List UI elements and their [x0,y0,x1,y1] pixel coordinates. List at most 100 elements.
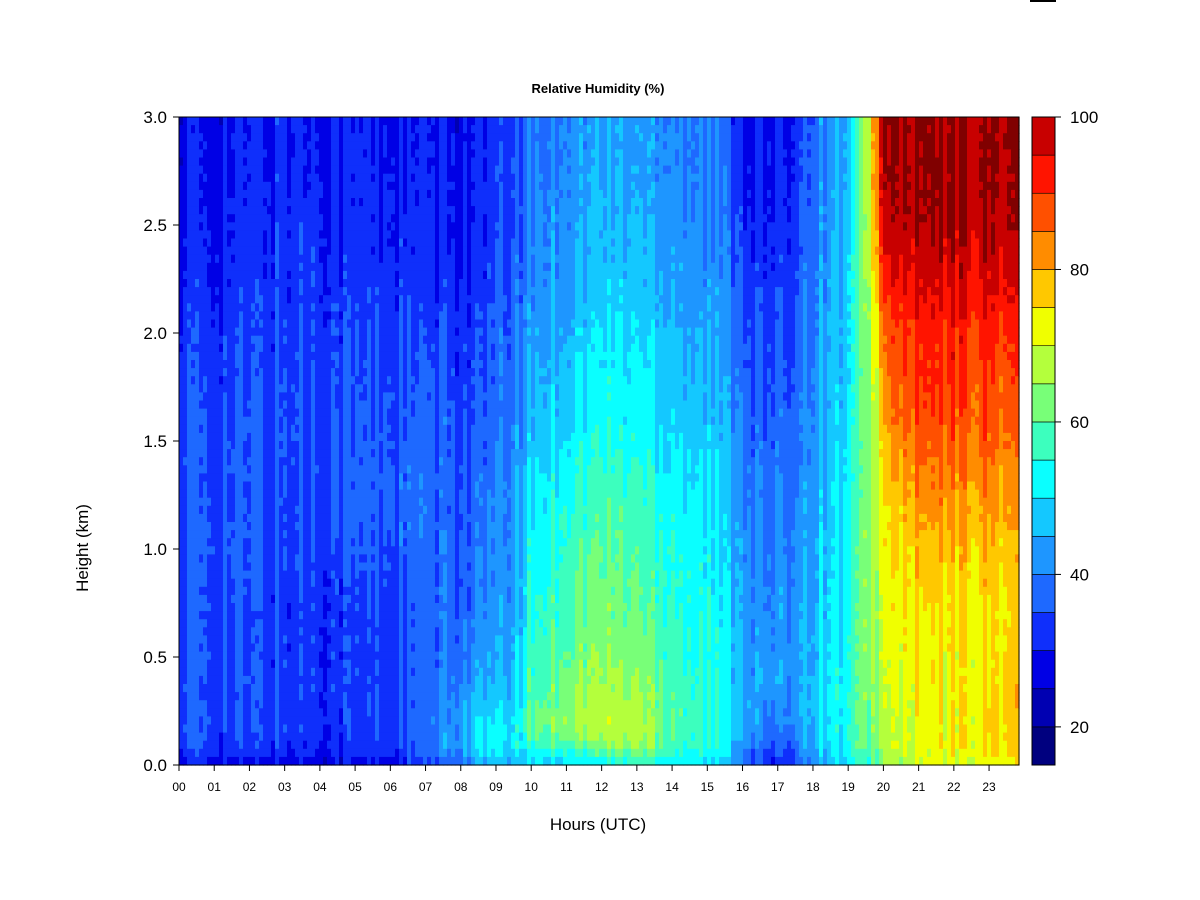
heat-cell [195,141,200,150]
heat-cell [327,133,332,142]
heat-cell [263,449,268,458]
heat-cell [215,271,220,280]
heat-cell [331,676,336,685]
heat-cell [323,449,328,458]
heat-cell [379,708,384,717]
heat-cell [399,587,404,596]
heat-cell [179,506,184,515]
heat-cell [263,190,268,199]
heat-cell [343,368,348,377]
heat-cell [299,392,304,401]
heat-cell [267,482,272,491]
heat-cell [411,344,416,353]
heat-cell [263,279,268,288]
heat-cell [407,336,412,345]
heat-cell [243,190,248,199]
heat-cell [283,708,288,717]
heat-cell [379,692,384,701]
heat-cell [199,611,204,620]
heat-cell [415,328,420,337]
heat-cell [355,247,360,256]
heat-cell [335,603,340,612]
heat-cell [415,473,420,482]
heat-cell [179,271,184,280]
heat-cell [231,668,236,677]
heat-cell [331,158,336,167]
heat-cell [343,352,348,361]
heat-cell [355,522,360,531]
heat-cell [207,627,212,636]
heat-cell [375,328,380,337]
heat-cell [227,546,232,555]
heat-cell [231,473,236,482]
heat-cell [395,255,400,264]
heat-cell [299,563,304,572]
heat-cell [303,271,308,280]
heat-cell [407,473,412,482]
heat-cell [399,320,404,329]
heat-cell [203,514,208,523]
heat-cell [311,482,316,491]
heat-cell [331,619,336,628]
heat-cell [403,757,408,766]
heat-cell [343,595,348,604]
heat-cell [255,239,260,248]
heat-cell [327,530,332,539]
heat-cell [299,644,304,653]
heat-cell [195,117,200,126]
heat-cell [379,498,384,507]
heat-cell [295,684,300,693]
heat-cell [243,676,248,685]
heat-cell [275,433,280,442]
heat-cell [191,287,196,296]
heat-cell [231,530,236,539]
heat-cell [211,490,216,499]
heat-cell [263,206,268,215]
heat-cell [411,141,416,150]
heat-cell [243,360,248,369]
heat-cell [287,158,292,167]
heat-cell [395,166,400,175]
heat-cell [223,271,228,280]
heat-cell [411,733,416,742]
heat-cell [207,214,212,223]
heat-cell [187,263,192,272]
heat-cell [383,579,388,588]
heat-cell [259,652,264,661]
heat-cell [219,627,224,636]
heat-cell [247,757,252,766]
heat-cell [203,506,208,515]
heat-cell [199,554,204,563]
heat-cell [395,328,400,337]
heat-cell [359,684,364,693]
heat-cell [327,441,332,450]
heat-cell [219,733,224,742]
heat-cell [283,554,288,563]
heat-cell [263,490,268,499]
heat-cell [339,644,344,653]
heat-cell [295,158,300,167]
heat-cell [227,344,232,353]
heat-cell [403,538,408,547]
heat-cell [307,311,312,320]
heat-cell [259,425,264,434]
heat-cell [215,376,220,385]
heat-cell [403,652,408,661]
heat-cell [283,182,288,191]
heat-cell [247,425,252,434]
heat-cell [223,652,228,661]
heat-cell [319,546,324,555]
heat-cell [283,271,288,280]
heat-cell [323,563,328,572]
heat-cell [283,749,288,758]
heat-cell [331,611,336,620]
heat-cell [407,603,412,612]
heat-cell [371,295,376,304]
heat-cell [423,449,428,458]
heat-cell [191,611,196,620]
heat-cell [403,563,408,572]
heat-cell [331,571,336,580]
heat-cell [383,506,388,515]
heat-cell [339,603,344,612]
heat-cell [227,684,232,693]
